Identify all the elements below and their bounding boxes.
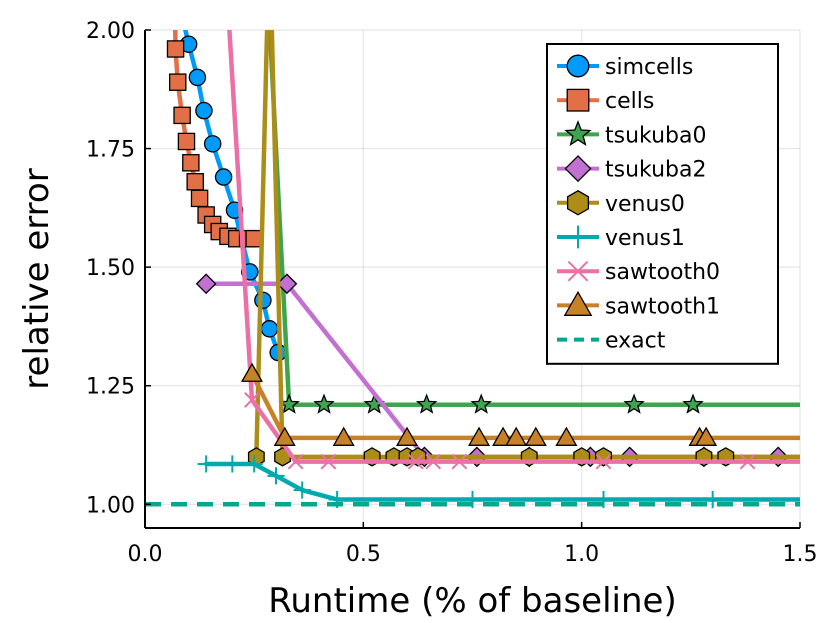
plot-area [145,30,800,509]
sawtooth1-point [240,362,264,382]
y-tick-label: 1.00 [86,493,135,518]
venus1-point [223,455,241,473]
y-tick-label: 1.25 [86,375,135,400]
sawtooth0-point [244,392,260,408]
x-axis-title: Runtime (% of baseline) [268,581,676,621]
x-tick-label: 1.5 [783,542,818,567]
sawtooth0-point [287,453,304,470]
venus1-point [197,455,215,473]
cells-point [166,40,185,58]
legend-label: exact [605,329,666,354]
legend-label: tsukuba2 [605,158,706,183]
x-tick-label: 1.0 [564,542,599,567]
legend-entry-sawtooth1: sawtooth1 [557,290,720,319]
sawtooth0-point [407,453,424,470]
venus1-point [267,467,285,485]
cells-point [168,73,187,91]
x-tick-label: 0.5 [346,542,381,567]
tsukuba0-point [623,393,645,414]
sawtooth0-point [320,453,337,470]
series-sawtooth1 [240,362,800,446]
simcells-point [254,291,272,310]
legend-marker [564,119,592,147]
legend-marker [564,155,592,183]
legend-entry-tsukuba0: tsukuba0 [557,119,706,148]
venus1-point [704,490,722,509]
series-venus1 [197,455,800,509]
sawtooth0-point [451,453,468,470]
y-tick-label: 2.00 [86,19,135,44]
series-tsukuba0 [267,30,800,414]
sawtooth1-point [555,426,578,446]
legend-label: simcells [605,55,693,80]
legend-entry-exact: exact [557,329,666,354]
legend-marker [567,260,589,282]
legend-label: tsukuba0 [605,123,706,148]
sawtooth0-point [739,453,756,470]
y-axis-title: relative error [17,168,57,389]
sawtooth1-point [505,426,528,446]
legend-marker [566,225,590,249]
cells-point [190,189,209,208]
cells-point [177,132,196,151]
legend-marker [566,54,590,78]
legend-marker [566,190,590,216]
venus1-point [293,481,311,499]
simcells-point [188,68,207,87]
legend-entry-cells: cells [557,88,654,114]
cells-point [186,173,204,191]
sawtooth1-point [395,426,419,446]
series-sawtooth0 [227,30,800,470]
x-tick-label: 0.0 [128,542,163,567]
sawtooth0-point [425,453,442,470]
legend-entry-sawtooth0: sawtooth0 [557,260,720,285]
legend-entry-tsukuba2: tsukuba2 [557,155,706,183]
legend-label: venus0 [605,192,685,217]
simcells-point [214,168,233,186]
legend-marker [563,290,593,316]
axes [144,29,801,529]
sawtooth1-point [332,426,355,446]
sawtooth0-point [595,453,612,470]
simcells-point [203,135,222,153]
tsukuba2-point [276,273,298,295]
y-tick-label: 1.75 [86,138,135,163]
sawtooth1-point [468,426,491,446]
simcells-point [260,320,279,338]
tsukuba0-point [313,393,335,414]
sawtooth1-point [695,426,718,446]
venus1-point [594,490,613,509]
sawtooth1-point [524,426,547,446]
y-tick-label: 1.50 [86,256,135,281]
legend-label: venus1 [605,226,685,251]
venus1-line [203,461,800,502]
sawtooth1-point [273,426,296,446]
tick-labels: 0.0 0.5 1.0 1.5 1.00 1.25 1.50 1.75 2.00 [86,19,817,567]
legend-marker [566,88,590,112]
tsukuba0-point [415,393,438,414]
venus1-point [245,455,263,473]
legend-entry-venus1: venus1 [557,225,685,251]
cells-point [182,154,200,172]
tsukuba2-point [195,273,217,295]
sawtooth0-line [227,30,800,464]
simcells-point [195,101,213,120]
legend-label: sawtooth1 [605,294,720,319]
legend: simcells cells tsukuba0 tsukuba2 venus0 venus… [546,43,779,365]
tsukuba0-point [682,393,704,414]
legend-entry-venus0: venus0 [557,190,685,217]
cells-point [173,106,191,125]
legend-label: cells [605,89,654,114]
series-cells [166,30,263,248]
series-simcells [179,30,287,362]
legend-entry-simcells: simcells [557,54,693,80]
legend-label: sawtooth0 [605,260,720,285]
tsukuba0-point [470,393,492,414]
